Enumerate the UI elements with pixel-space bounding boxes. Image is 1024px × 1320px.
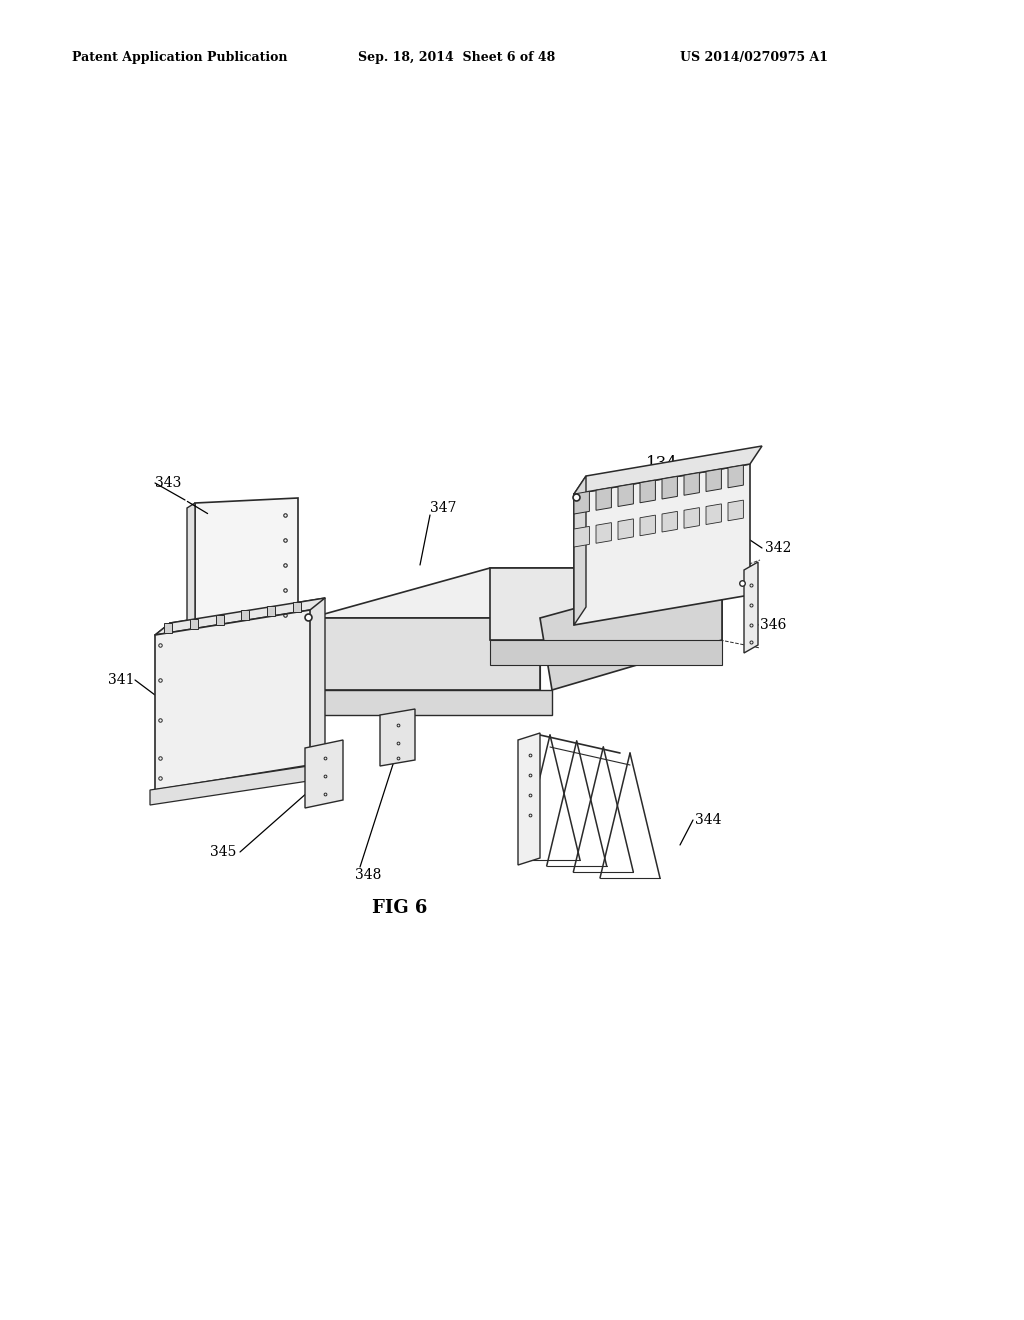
Polygon shape (662, 477, 678, 499)
Polygon shape (170, 598, 325, 777)
Polygon shape (728, 465, 743, 488)
Text: 343: 343 (155, 477, 181, 490)
Polygon shape (150, 766, 315, 805)
Polygon shape (242, 610, 250, 620)
Polygon shape (164, 623, 172, 632)
Polygon shape (267, 606, 275, 616)
Polygon shape (216, 615, 223, 624)
Text: 344: 344 (695, 813, 722, 828)
Polygon shape (155, 598, 325, 635)
Text: US 2014/0270975 A1: US 2014/0270975 A1 (680, 51, 828, 65)
Polygon shape (574, 446, 762, 494)
Polygon shape (744, 562, 758, 653)
Polygon shape (490, 568, 722, 640)
Polygon shape (298, 690, 552, 715)
Polygon shape (640, 515, 655, 536)
Polygon shape (728, 500, 743, 521)
Polygon shape (574, 465, 750, 624)
Polygon shape (310, 568, 722, 618)
Polygon shape (195, 498, 298, 624)
Text: 348: 348 (355, 869, 381, 882)
Polygon shape (155, 610, 310, 789)
Polygon shape (640, 480, 655, 503)
Text: 345: 345 (210, 845, 237, 859)
Polygon shape (305, 741, 343, 808)
Polygon shape (518, 733, 540, 865)
Polygon shape (540, 568, 722, 690)
Polygon shape (187, 503, 195, 630)
Polygon shape (187, 624, 255, 675)
Text: 341: 341 (108, 673, 134, 686)
Polygon shape (684, 473, 699, 495)
Text: 134: 134 (646, 455, 678, 473)
Polygon shape (490, 640, 722, 665)
Text: 342: 342 (765, 541, 792, 554)
Polygon shape (195, 624, 255, 671)
Polygon shape (189, 619, 198, 628)
Polygon shape (574, 477, 586, 624)
Polygon shape (380, 709, 415, 766)
Text: 347: 347 (430, 502, 457, 515)
Polygon shape (574, 527, 590, 546)
Polygon shape (618, 484, 634, 507)
Polygon shape (618, 519, 634, 540)
Text: Sep. 18, 2014  Sheet 6 of 48: Sep. 18, 2014 Sheet 6 of 48 (358, 51, 555, 65)
Polygon shape (596, 487, 611, 511)
Text: FIG 6: FIG 6 (373, 899, 428, 917)
Text: Patent Application Publication: Patent Application Publication (72, 51, 288, 65)
Polygon shape (195, 610, 255, 671)
Polygon shape (706, 504, 721, 524)
Polygon shape (596, 523, 611, 544)
Polygon shape (574, 491, 590, 513)
Polygon shape (310, 618, 540, 690)
Polygon shape (293, 602, 301, 612)
Polygon shape (684, 508, 699, 528)
Polygon shape (706, 469, 721, 491)
Text: 346: 346 (760, 618, 786, 632)
Polygon shape (662, 511, 678, 532)
